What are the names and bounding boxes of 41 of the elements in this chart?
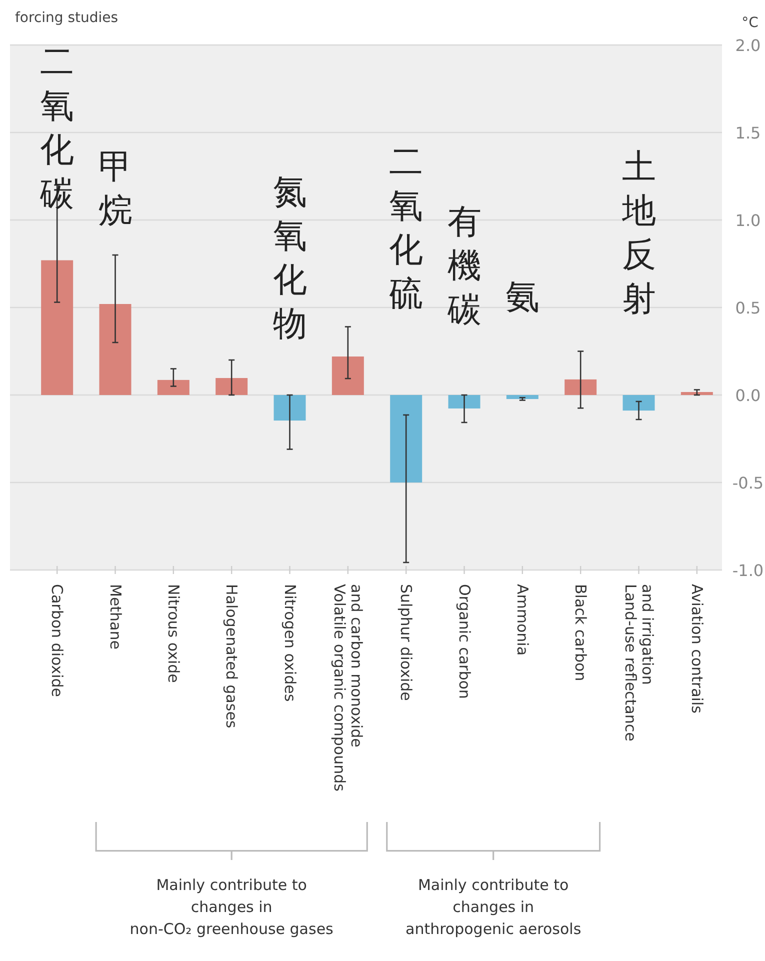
chart-title: forcing studies bbox=[15, 10, 118, 26]
bar bbox=[157, 380, 190, 395]
y-axis-title: °C bbox=[742, 15, 759, 31]
annotation: 氮氧化物 bbox=[272, 172, 307, 344]
bar bbox=[622, 395, 655, 411]
x-tick-label: Sulphur dioxide bbox=[397, 584, 416, 701]
annotation: 二氧化硫 bbox=[389, 142, 424, 314]
text: Mainly contribute to changes in non-CO₂ greenhouse gases bbox=[130, 876, 334, 938]
x-tick-label: Halogenated gases bbox=[222, 584, 241, 728]
x-tick-label: Ammonia bbox=[513, 584, 532, 656]
bar bbox=[274, 395, 306, 421]
x-tick-label: Land-use reflectance and irrigation bbox=[621, 584, 656, 742]
bar bbox=[564, 379, 597, 395]
bar bbox=[448, 395, 480, 408]
bar bbox=[41, 260, 74, 395]
y-tick-label: 1.0 bbox=[735, 211, 761, 230]
annotation: 有機碳 bbox=[446, 202, 482, 330]
annotation: 土地反射 bbox=[620, 147, 656, 319]
annotation: 甲烷 bbox=[98, 147, 132, 231]
x-tick-label: Nitrous oxide bbox=[164, 584, 182, 683]
x-tick-label: Volatile organic compounds and carbon monoxide bbox=[330, 584, 366, 792]
x-tick-label: Black carbon bbox=[572, 584, 590, 682]
y-tick-label: -0.5 bbox=[732, 474, 764, 492]
x-tick-label: Organic carbon bbox=[455, 584, 474, 699]
y-tick-label: 1.5 bbox=[735, 124, 761, 142]
y-tick-label: 0.5 bbox=[735, 298, 761, 318]
annotation: 氨 bbox=[505, 277, 540, 317]
x-tick-label: Aviation contrails bbox=[688, 584, 706, 714]
bar bbox=[99, 304, 132, 395]
y-tick-label: 0.0 bbox=[735, 386, 761, 405]
bar bbox=[680, 392, 713, 395]
bar bbox=[506, 395, 538, 400]
text: Mainly contribute to changes in anthropogenic aerosols bbox=[406, 876, 582, 938]
bar bbox=[216, 378, 248, 395]
bar bbox=[390, 395, 422, 482]
x-tick-label: Nitrogen oxides bbox=[280, 584, 299, 702]
x-tick-label: Methane bbox=[106, 584, 124, 650]
x-tick-label: Carbon dioxide bbox=[48, 584, 66, 698]
y-tick-label: -1.0 bbox=[732, 561, 764, 580]
y-tick-label: 2.0 bbox=[735, 36, 761, 55]
bar bbox=[332, 356, 364, 395]
